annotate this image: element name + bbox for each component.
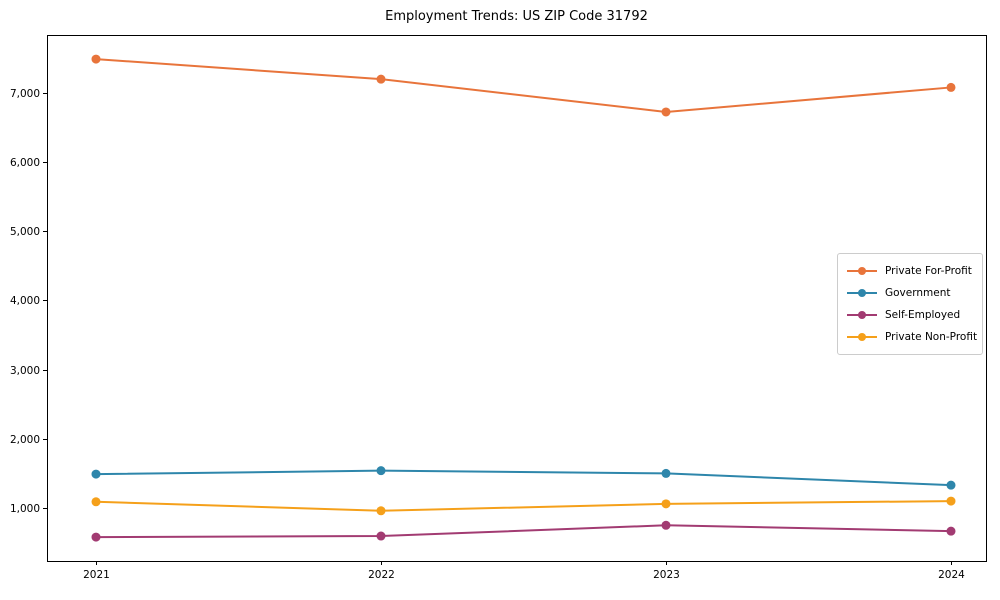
data-point [376, 531, 386, 541]
legend-label: Private For-Profit [885, 265, 972, 277]
y-tick-label: 2,000 [10, 434, 40, 446]
y-tick-label: 7,000 [10, 88, 40, 100]
data-point [91, 54, 101, 64]
data-point [661, 499, 671, 509]
legend-item-private-non-profit: Private Non-Profit [847, 326, 978, 348]
y-tick-label: 3,000 [10, 365, 40, 377]
data-point [661, 107, 671, 117]
y-tick-label: 6,000 [10, 157, 40, 169]
legend-line-dot-icon [847, 332, 877, 342]
legend-item-government: Government [847, 282, 974, 304]
legend-line-dot-icon [847, 288, 877, 298]
data-point [946, 496, 956, 506]
data-point [376, 466, 386, 476]
data-point [661, 520, 671, 530]
data-point [91, 469, 101, 479]
legend-label: Private Non-Profit [885, 331, 978, 343]
data-point [91, 532, 101, 542]
series-private-non-profit [91, 496, 956, 516]
plot-border [47, 35, 987, 562]
y-tick-label: 5,000 [10, 226, 40, 238]
series-line [95, 524, 952, 539]
x-tick-label: 2022 [368, 569, 395, 581]
legend-label: Self-Employed [885, 309, 961, 321]
x-tick-label: 2023 [653, 569, 680, 581]
chart-title: Employment Trends: US ZIP Code 31792 [385, 9, 648, 24]
series-line [95, 500, 952, 512]
y-tick-label: 4,000 [10, 295, 40, 307]
series-private-for-profit [91, 54, 956, 117]
data-point [661, 468, 671, 478]
data-point [946, 82, 956, 92]
series-self-employed [91, 520, 956, 542]
data-point [376, 74, 386, 84]
x-tick-label: 2021 [83, 569, 110, 581]
data-point [376, 506, 386, 516]
legend-line-dot-icon [847, 310, 877, 320]
y-tick-label: 1,000 [10, 503, 40, 515]
legend-item-private-for-profit: Private For-Profit [847, 260, 974, 282]
legend-item-self-employed: Self-Employed [847, 304, 974, 326]
series-line [95, 469, 952, 487]
data-point [946, 480, 956, 490]
series-government [91, 466, 956, 490]
data-point [946, 526, 956, 536]
x-tick-label: 2024 [938, 569, 965, 581]
series-line [95, 58, 952, 113]
legend-label: Government [885, 287, 951, 299]
data-point [91, 497, 101, 507]
legend-line-dot-icon [847, 266, 877, 276]
chart-legend: Private For-Profit Government Self-Employe… [837, 253, 983, 355]
